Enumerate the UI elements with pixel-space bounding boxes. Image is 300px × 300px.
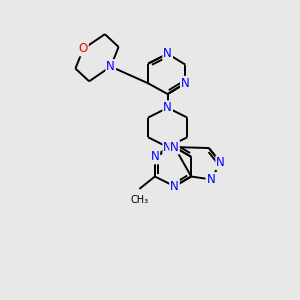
- Text: N: N: [151, 150, 159, 164]
- Text: CH₃: CH₃: [130, 195, 148, 205]
- Text: N: N: [181, 77, 190, 90]
- Text: N: N: [170, 141, 179, 154]
- Text: O: O: [79, 42, 88, 56]
- Text: N: N: [163, 101, 172, 114]
- Text: N: N: [163, 47, 172, 60]
- Text: N: N: [163, 141, 172, 154]
- Text: N: N: [170, 180, 179, 193]
- Text: N: N: [206, 173, 215, 186]
- Text: N: N: [106, 60, 115, 73]
- Text: N: N: [216, 156, 225, 169]
